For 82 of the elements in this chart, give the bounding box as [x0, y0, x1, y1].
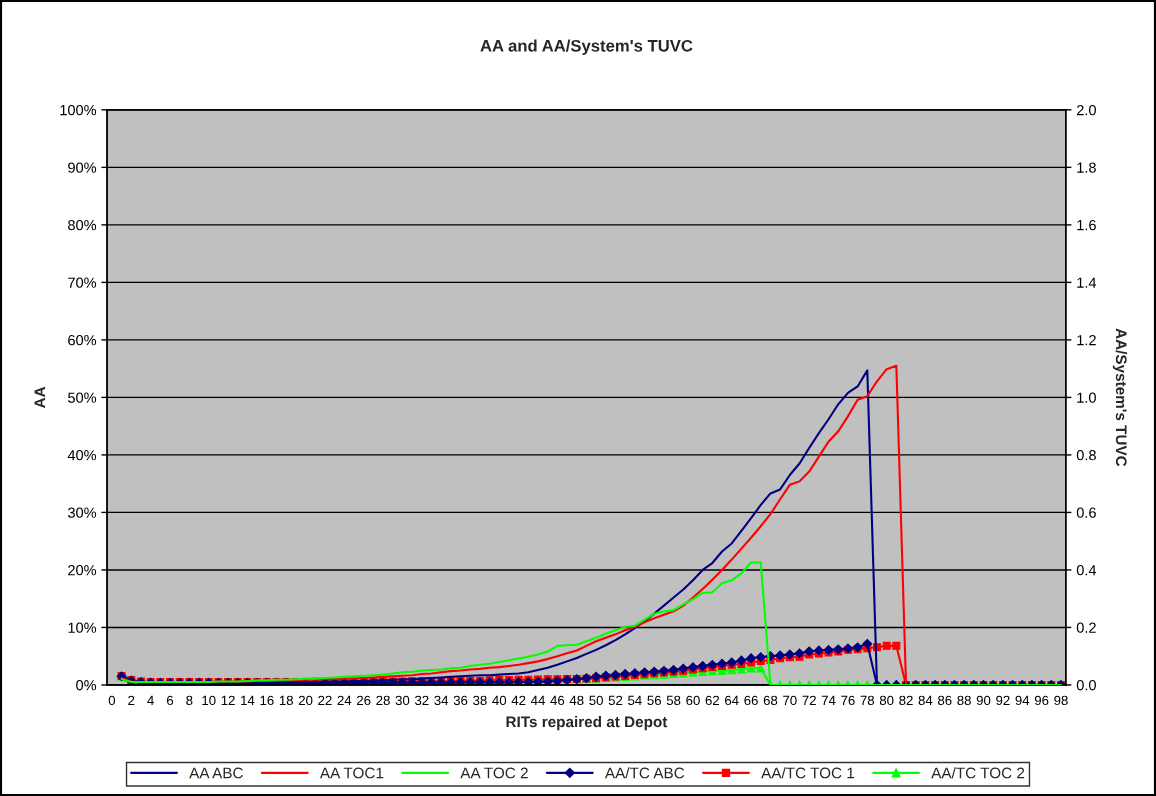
x-tick-label: 16	[260, 695, 274, 706]
legend-label: AA ABC	[189, 767, 243, 779]
x-tick-label: 84	[918, 695, 933, 706]
x-tick-label: 58	[666, 695, 681, 706]
y2-tick-label: 1.0	[1077, 392, 1096, 403]
x-tick-label: 20	[298, 695, 313, 706]
y2-tick-label: 1.6	[1077, 219, 1096, 231]
x-tick-label: 42	[511, 695, 526, 705]
y-tick-label: 50%	[68, 392, 97, 403]
x-tick-label: 0	[108, 695, 116, 706]
x-tick-label: 76	[841, 695, 855, 706]
x-tick-label: 12	[221, 695, 235, 705]
x-tick-label: 18	[279, 695, 293, 706]
x-tick-label: 74	[821, 695, 836, 705]
x-tick-label: 10	[202, 695, 216, 706]
x-tick-label: 82	[899, 695, 913, 706]
y-tick-label: 70%	[68, 277, 97, 288]
y2-tick-label: 2.0	[1076, 104, 1096, 116]
x-tick-label: 44	[530, 695, 545, 705]
y-tick-label: 30%	[68, 507, 97, 518]
x-tick-label: 4	[147, 695, 154, 705]
x-tick-label: 52	[608, 695, 623, 706]
y2-tick-label: 1.4	[1077, 277, 1097, 288]
x-tick-label: 48	[569, 695, 584, 706]
x-tick-label: 2	[128, 695, 135, 705]
x-tick-label: 78	[860, 695, 875, 706]
x-tick-label: 68	[763, 695, 778, 706]
y-tick-label: 60%	[68, 334, 97, 346]
legend-label: AA TOC1	[319, 767, 384, 779]
x-tick-label: 96	[1034, 695, 1049, 706]
x-tick-label: 86	[938, 695, 952, 706]
x-tick-label: 26	[357, 695, 371, 706]
x-tick-label: 54	[628, 695, 642, 706]
x-axis-title: RITs repaired at Depot	[506, 716, 668, 731]
x-tick-label: 40	[492, 695, 507, 706]
y-tick-label: 20%	[68, 565, 97, 576]
x-tick-label: 28	[376, 695, 390, 706]
x-tick-label: 38	[473, 695, 487, 706]
y2-axis-title: AA/System's TUVC	[1112, 328, 1128, 467]
y2-tick-label: 0.2	[1076, 622, 1096, 633]
x-tick-label: 14	[241, 695, 255, 705]
x-tick-label: 6	[167, 695, 174, 706]
y2-tick-label: 1.2	[1077, 334, 1096, 346]
y-tick-label: 40%	[67, 450, 97, 461]
y2-tick-label: 0.0	[1076, 680, 1096, 691]
x-tick-label: 80	[879, 695, 894, 706]
y-axis-title: AA	[34, 386, 46, 409]
x-tick-label: 32	[414, 695, 429, 706]
x-tick-label: 94	[1015, 695, 1030, 706]
legend-label: AA/TC TOC 2	[931, 767, 1025, 779]
legend-label: AA/TC ABC	[604, 767, 685, 779]
x-tick-label: 36	[453, 695, 468, 706]
x-tick-label: 92	[996, 695, 1010, 706]
legend-label: AA TOC 2	[460, 767, 528, 779]
y2-tick-label: 0.6	[1076, 507, 1096, 518]
x-tick-label: 8	[186, 695, 193, 706]
x-tick-label: 64	[725, 695, 739, 706]
x-tick-label: 62	[705, 695, 720, 706]
x-tick-label: 22	[318, 695, 332, 705]
x-tick-label: 60	[686, 695, 700, 706]
y2-tick-label: 0.4	[1076, 565, 1097, 576]
chart-title: AA and AA/System's TUVC	[480, 39, 693, 55]
x-tick-label: 90	[976, 695, 991, 706]
y2-tick-label: 1.8	[1077, 162, 1096, 173]
y-tick-label: 100%	[60, 104, 97, 116]
x-tick-label: 50	[589, 695, 603, 706]
x-tick-label: 70	[783, 695, 797, 706]
x-tick-label: 72	[802, 695, 816, 705]
y-tick-label: 10%	[68, 622, 97, 633]
x-tick-label: 24	[337, 695, 352, 705]
y2-tick-label: 0.8	[1076, 450, 1096, 461]
x-tick-label: 30	[395, 695, 410, 706]
x-tick-label: 88	[957, 695, 971, 706]
x-tick-label: 34	[434, 695, 449, 706]
legend-label: AA/TC TOC 1	[761, 767, 855, 779]
x-tick-label: 56	[647, 695, 661, 706]
y-tick-label: 90%	[68, 162, 97, 173]
x-tick-label: 98	[1054, 695, 1068, 706]
x-tick-label: 46	[550, 695, 565, 706]
x-tick-label: 66	[744, 695, 758, 706]
y-tick-label: 0%	[76, 680, 97, 691]
y-tick-label: 80%	[68, 219, 97, 231]
